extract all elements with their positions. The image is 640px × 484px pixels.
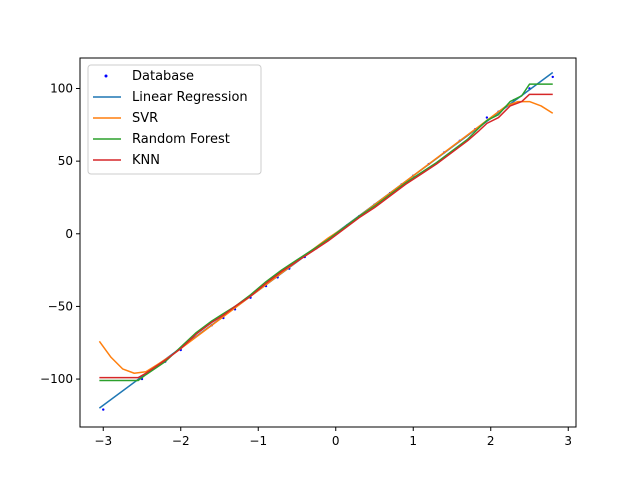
y-tick-label: 100 (50, 82, 73, 96)
x-tick-label: −3 (94, 434, 112, 448)
legend-marker-database (104, 74, 108, 78)
data-point (551, 75, 554, 79)
legend-box (87, 64, 262, 175)
series-line-knn (99, 93, 553, 379)
legend: Database Linear Regression SVR Random Fores… (87, 64, 262, 175)
y-tick-label: 50 (58, 154, 73, 168)
axes-frame (79, 57, 577, 428)
x-tick-label: −2 (172, 434, 190, 448)
legend-label-linear-regression: Linear Regression (132, 90, 248, 105)
x-tick-label: −1 (249, 434, 267, 448)
legend-label-random-forest: Random Forest (132, 132, 230, 147)
y-tick-label: −100 (40, 372, 73, 386)
y-tick-label: 0 (65, 227, 73, 241)
y-tick-label: −50 (48, 299, 73, 313)
legend-label-svr: SVR (132, 111, 158, 126)
x-axis-ticks: −3 −2 −1 0 1 2 3 (94, 427, 572, 448)
line-layer (98, 71, 554, 409)
data-point (485, 116, 489, 119)
y-axis-ticks: −100 −50 0 50 100 (40, 82, 80, 386)
x-tick-label: 3 (564, 434, 572, 448)
legend-label-knn: KNN (132, 153, 160, 168)
x-tick-label: 2 (487, 434, 495, 448)
legend-label-database: Database (132, 69, 194, 84)
series-line-random-forest (99, 83, 553, 382)
data-point (102, 408, 105, 411)
x-tick-label: 0 (332, 434, 340, 448)
x-tick-label: 1 (409, 434, 417, 448)
